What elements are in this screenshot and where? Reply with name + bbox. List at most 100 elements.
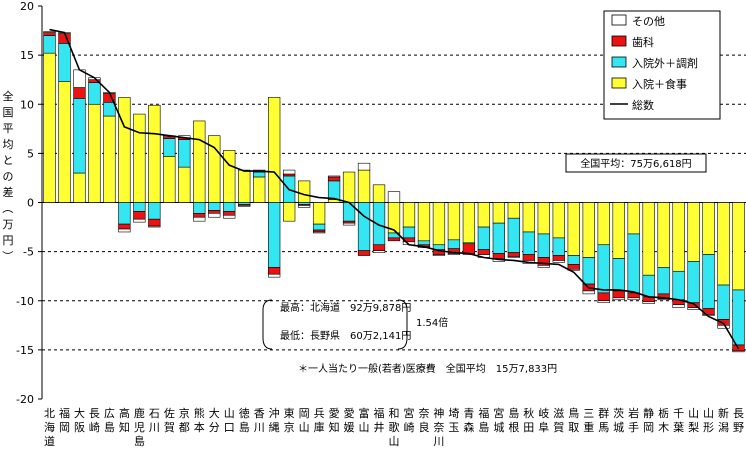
bar-segment <box>447 253 461 255</box>
x-tick-label: 静 <box>643 406 654 420</box>
bar-segment <box>732 350 745 353</box>
x-tick-label: 富 <box>359 406 370 420</box>
x-tick-label: 福 <box>478 406 489 420</box>
x-tick-label: 島 <box>508 406 519 420</box>
bar-segment <box>597 292 610 302</box>
y-label-char: 万 <box>3 218 14 231</box>
bar-segment <box>552 255 565 261</box>
x-tick-label: 香 <box>254 407 265 420</box>
bar-segment <box>537 265 550 268</box>
x-tick-label: 東 <box>284 407 295 420</box>
y-tick-label: 5 <box>27 147 34 160</box>
bar-segment <box>477 202 491 228</box>
bar-segment <box>148 225 161 228</box>
bar-segment <box>702 314 715 316</box>
bar-segment <box>103 115 116 203</box>
y-tick-label: -10 <box>16 295 34 308</box>
x-tick-label: 木 <box>658 421 669 434</box>
bar-segment <box>253 176 266 203</box>
bar-segment <box>642 202 655 276</box>
bar-segment <box>283 202 296 222</box>
bar-segment <box>163 156 176 203</box>
bar-segment <box>627 297 640 301</box>
bar-segment <box>193 216 206 222</box>
bar-segment <box>223 211 236 216</box>
national-average-box <box>565 153 707 173</box>
bar-segment <box>253 171 266 178</box>
bar-segment <box>327 180 341 200</box>
x-tick-label: 滋 <box>553 407 564 420</box>
x-tick-label: 京 <box>179 406 190 420</box>
bar-segment <box>672 202 685 272</box>
bar-segment <box>642 301 655 304</box>
y-tick-label: 20 <box>20 0 34 13</box>
x-tick-label: 北 <box>44 407 55 420</box>
bar-segment <box>208 213 221 218</box>
legend-swatch <box>611 14 627 26</box>
bar-segment <box>717 284 730 320</box>
legend-swatch <box>611 56 627 68</box>
y-label-char: 平 <box>3 122 14 135</box>
bar-segment <box>223 202 236 212</box>
x-tick-label: 川 <box>254 421 265 434</box>
y-label-char: 差 <box>3 185 14 199</box>
x-tick-label: 岡 <box>299 407 310 420</box>
x-tick-label: 川 <box>149 421 160 434</box>
x-tick-label: 愛 <box>329 407 340 420</box>
x-tick-label: 大 <box>209 406 220 420</box>
x-tick-label: 長 <box>733 407 744 420</box>
bar-segment <box>552 237 565 256</box>
y-tick-label: 10 <box>20 98 34 111</box>
min-text: 最低：長野県 60万2,141円 <box>280 329 411 342</box>
bar-segment <box>447 202 461 241</box>
x-tick-label: 鹿 <box>134 406 145 420</box>
x-tick-label: 島 <box>478 420 489 434</box>
legend-swatch <box>611 77 627 89</box>
bar-segment <box>268 97 281 203</box>
x-tick-label: 沖 <box>269 407 280 420</box>
ratio-text: 1.54倍 <box>416 316 448 329</box>
bar-segment <box>507 202 520 219</box>
bar-segment <box>642 274 655 298</box>
bar-segment <box>133 202 146 212</box>
bar-segment <box>507 217 520 253</box>
y-tick-label: -20 <box>16 393 34 406</box>
x-tick-label: 奈 <box>433 420 444 434</box>
x-tick-label: 三 <box>583 407 594 420</box>
bar-segment <box>687 202 700 262</box>
x-tick-label: 都 <box>179 421 190 434</box>
x-tick-label: 茨 <box>613 406 624 420</box>
x-tick-label: 青 <box>463 407 474 420</box>
total-line <box>49 28 740 350</box>
bar-segment <box>357 250 371 256</box>
bar-segment <box>567 202 580 256</box>
y-label-char: （ <box>1 203 14 214</box>
bar-segment <box>402 226 416 239</box>
x-tick-label: 山 <box>359 421 370 434</box>
bar-segment <box>148 202 161 220</box>
bar-segment <box>73 87 86 99</box>
x-tick-label: 千 <box>673 407 684 420</box>
bar-segment <box>657 202 670 268</box>
bar-segment <box>627 202 640 235</box>
bar-segment <box>372 244 386 251</box>
bar-segment <box>417 202 431 242</box>
bar-segment <box>462 243 476 254</box>
bar-segment <box>133 211 146 220</box>
bar-segment <box>312 202 326 225</box>
x-tick-label: 梨 <box>688 420 699 434</box>
bar-segment <box>462 202 476 244</box>
x-tick-label: 本 <box>194 420 205 434</box>
y-tick-label: 0 <box>27 197 34 210</box>
bar-segment <box>417 240 431 246</box>
bar-segment <box>432 254 446 256</box>
x-tick-label: 群 <box>598 406 609 420</box>
bar-segment <box>717 325 730 329</box>
x-tick-label: 分 <box>209 421 220 434</box>
x-tick-label: 石 <box>149 407 160 420</box>
bar-segment <box>702 254 715 309</box>
bar-segment <box>357 202 371 251</box>
bar-segment <box>178 139 191 168</box>
x-tick-label: 手 <box>628 420 639 434</box>
bar-segment <box>297 180 311 203</box>
